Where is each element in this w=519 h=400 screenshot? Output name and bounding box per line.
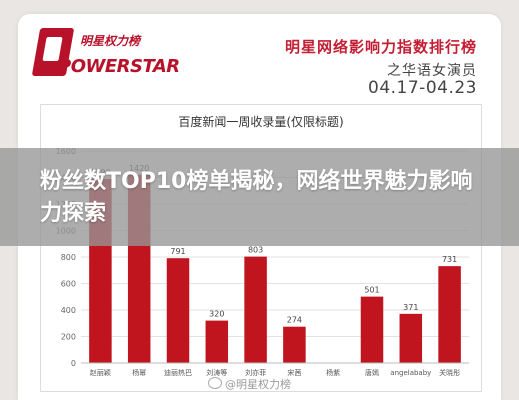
data-label: 731 <box>442 255 457 264</box>
watermark-text: @明星权力榜 <box>225 378 291 391</box>
ranking-title: 明星网络影响力指数排行榜 <box>284 38 477 56</box>
logo-en-text: POWERSTAR <box>58 56 180 77</box>
x-tick-label: 杨紫 <box>326 368 340 377</box>
data-label: 371 <box>403 303 418 312</box>
bar <box>244 256 267 363</box>
x-tick-label: angelababy <box>390 369 431 377</box>
powerstar-logo: 明星权力榜 POWERSTAR <box>31 28 184 88</box>
y-tick-label: 0 <box>71 359 76 368</box>
data-label: 791 <box>170 247 185 256</box>
x-tick-label: 关晓彤 <box>439 368 460 377</box>
y-tick-label: 400 <box>61 306 76 315</box>
x-tick-label: 刘涛等 <box>206 368 227 377</box>
ranking-subtitle: 之华语女演员 <box>387 63 477 79</box>
bar <box>438 266 461 363</box>
data-label: 803 <box>248 246 263 255</box>
chart-title: 百度新闻一周收录量(仅限标题) <box>178 115 344 129</box>
x-tick-label: 杨幂 <box>132 368 146 377</box>
data-label: 501 <box>364 286 379 295</box>
y-tick-label: 800 <box>61 253 76 262</box>
y-tick-label: 600 <box>61 280 76 289</box>
bar <box>283 326 306 363</box>
weibo-icon <box>208 377 222 389</box>
banner-text: 粉丝数TOP10榜单揭秘，网络世界魅力影响力探索 <box>40 169 473 226</box>
bar <box>205 320 229 363</box>
x-tick-label: 宋茜 <box>287 368 301 377</box>
ranking-date: 04.17-04.23 <box>368 78 477 98</box>
bar <box>360 296 384 363</box>
logo-cn-text: 明星权力榜 <box>80 34 141 48</box>
x-tick-label: 赵丽颖 <box>90 368 111 377</box>
bar <box>399 313 423 363</box>
weibo-watermark: @明星权力榜 <box>208 376 291 392</box>
bar <box>166 258 190 363</box>
overlay-banner: 粉丝数TOP10榜单揭秘，网络世界魅力影响力探索 <box>0 148 519 246</box>
x-tick-label: 刘亦菲 <box>245 368 266 377</box>
x-tick-label: 迪丽热巴 <box>164 368 192 377</box>
x-tick-label: 唐嫣 <box>365 368 379 377</box>
y-tick-label: 200 <box>61 333 76 342</box>
data-label: 320 <box>209 310 224 319</box>
data-label: 274 <box>287 316 302 325</box>
